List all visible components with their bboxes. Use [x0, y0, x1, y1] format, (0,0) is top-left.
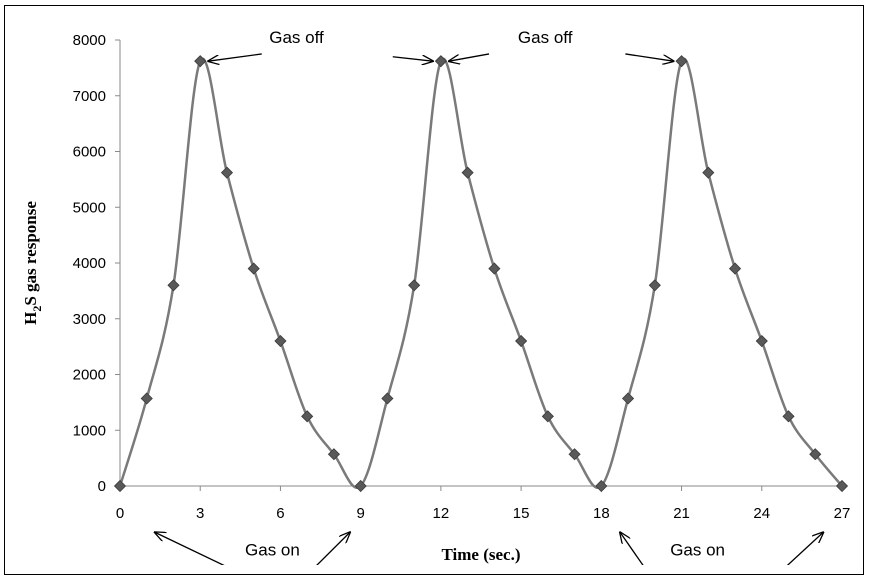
y-axis-title-part: S gas response — [21, 201, 40, 306]
data-point-marker — [327, 448, 340, 461]
x-tick-label: 18 — [593, 505, 610, 522]
y-axis-ticks: 0 1000 2000 3000 4000 5000 6000 7000 8000 — [73, 32, 120, 495]
data-point-marker — [622, 392, 635, 405]
series-line — [118, 57, 843, 490]
y-axis-title: H2S gas response — [21, 201, 44, 325]
y-tick-label: 2000 — [73, 367, 106, 384]
y-tick-label: 1000 — [73, 422, 106, 439]
x-tick-label: 0 — [116, 505, 124, 522]
y-tick-label: 4000 — [73, 255, 106, 272]
data-point-marker — [541, 410, 554, 423]
data-point-marker — [488, 262, 501, 275]
y-tick-label: 8000 — [73, 32, 106, 49]
data-point-marker — [113, 479, 127, 493]
annotation-arrow — [155, 532, 225, 565]
annotation-label: Gas on — [245, 541, 300, 560]
data-markers — [113, 55, 849, 493]
y-tick-label: 6000 — [73, 144, 106, 161]
y-axis-title-part: H — [21, 312, 40, 325]
y-tick-label: 3000 — [73, 311, 106, 328]
annotations: Gas off Gas off Gas on Gas on — [155, 28, 824, 565]
annotation-arrow — [786, 532, 823, 565]
data-point-marker — [220, 166, 234, 179]
x-tick-label: 3 — [196, 505, 204, 522]
y-axis-title-subscript: 2 — [30, 306, 44, 312]
x-axis-ticks: 0 3 6 9 12 15 18 21 24 27 — [116, 486, 851, 522]
annotation-arrow — [316, 532, 350, 565]
data-point-marker — [167, 279, 180, 292]
data-point-marker — [301, 410, 314, 423]
annotation-arrow — [625, 53, 673, 61]
annotation-label: Gas on — [670, 541, 725, 560]
data-point-marker — [782, 410, 795, 423]
x-tick-label: 27 — [834, 505, 851, 522]
data-point-marker — [728, 262, 742, 275]
data-point-marker — [702, 166, 715, 179]
data-point-marker — [354, 479, 367, 493]
data-point-marker — [515, 334, 528, 348]
x-tick-label: 9 — [356, 505, 364, 522]
data-point-marker — [755, 334, 768, 348]
x-tick-label: 21 — [673, 505, 690, 522]
data-point-marker — [648, 279, 661, 292]
data-point-marker — [434, 55, 447, 68]
y-tick-label: 0 — [98, 478, 106, 495]
data-point-marker — [274, 334, 287, 348]
x-tick-label: 12 — [433, 505, 450, 522]
annotation-arrow — [449, 53, 490, 61]
data-point-marker — [675, 55, 688, 68]
annotation-label: Gas off — [518, 28, 573, 47]
annotation-arrow — [208, 53, 262, 61]
y-tick-label: 7000 — [73, 88, 106, 105]
data-point-marker — [381, 392, 394, 405]
annotation-arrow — [392, 57, 433, 61]
data-point-marker — [595, 479, 608, 493]
x-axis-title: Time (sec.) — [442, 545, 521, 564]
y-tick-label: 5000 — [73, 199, 106, 216]
data-point-marker — [461, 166, 474, 179]
data-point-marker — [835, 479, 849, 493]
x-tick-label: 6 — [276, 505, 284, 522]
x-tick-label: 24 — [753, 505, 770, 522]
data-point-marker — [408, 279, 421, 292]
data-point-marker — [809, 448, 822, 461]
annotation-label: Gas off — [269, 28, 324, 47]
data-point-marker — [568, 448, 581, 461]
x-tick-label: 15 — [513, 505, 530, 522]
data-point-marker — [247, 262, 260, 275]
data-point-marker — [140, 392, 153, 405]
annotation-arrow — [620, 532, 644, 565]
data-point-marker — [194, 55, 207, 68]
